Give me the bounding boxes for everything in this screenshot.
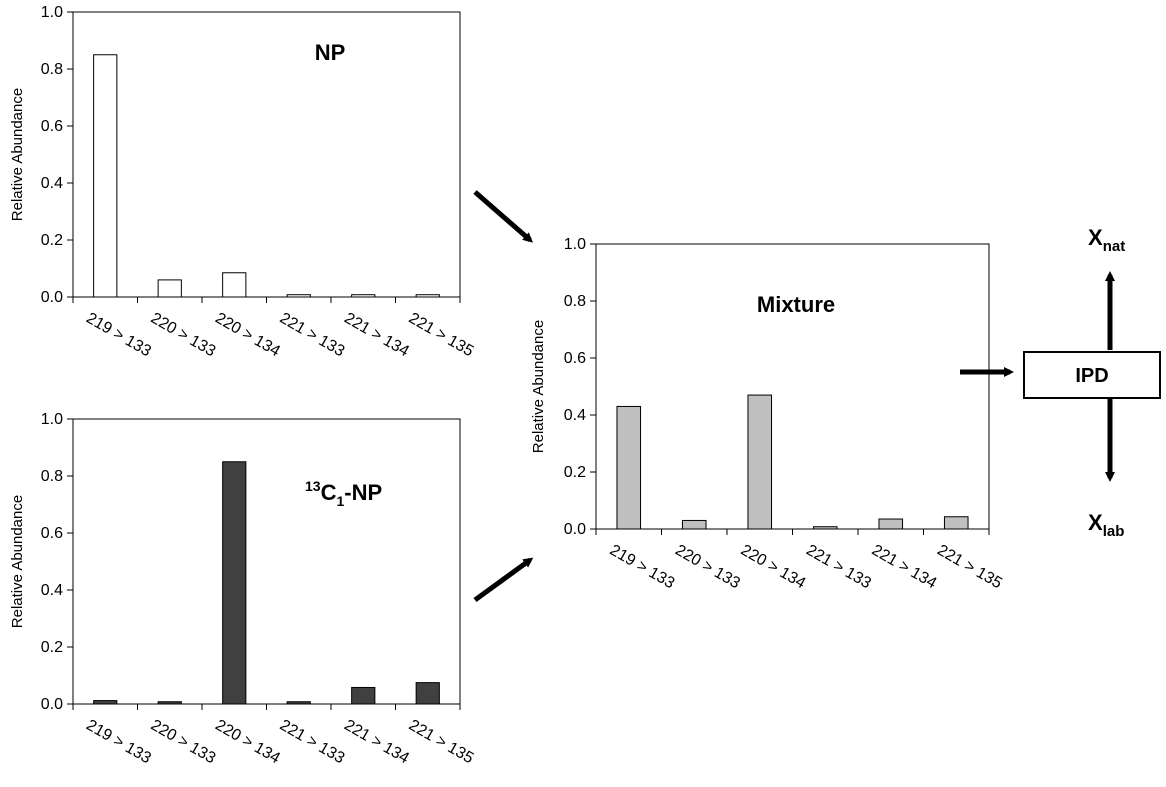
mixture-y-tick-label: 0.2 bbox=[564, 464, 586, 481]
c13np-x-tick-label: 221 > 134 bbox=[341, 717, 412, 768]
mixture-x-tick-label: 221 > 135 bbox=[934, 542, 1005, 593]
c13np-y-tick-label: 0.4 bbox=[41, 582, 63, 599]
np-bar bbox=[93, 54, 118, 298]
arrow-c13np-to-mixture bbox=[473, 557, 534, 603]
ipd-box bbox=[1023, 351, 1161, 399]
mixture-y-tick-label: 0.0 bbox=[564, 521, 586, 538]
np-bar bbox=[157, 279, 182, 298]
mixture-x-tick-label: 220 > 133 bbox=[672, 542, 743, 593]
mixture-bar bbox=[681, 519, 707, 530]
c13np-x-tick-label: 219 > 133 bbox=[83, 717, 154, 768]
np-y-tick-label: 0.6 bbox=[41, 118, 63, 135]
x-lab-main: X bbox=[1088, 510, 1103, 535]
np-x-tick-label: 219 > 133 bbox=[83, 310, 154, 361]
np-y-tick-label: 0.4 bbox=[41, 175, 63, 192]
arrow-np-to-mixture bbox=[473, 190, 534, 243]
c13np-bar bbox=[93, 700, 118, 705]
mixture-y-axis-label: Relative Abundance bbox=[530, 320, 547, 453]
c13np-y-axis-label: Relative Abundance bbox=[9, 495, 26, 628]
c13np-x-tick-label: 220 > 134 bbox=[212, 717, 283, 768]
mixture-y-tick-label: 1.0 bbox=[564, 236, 586, 253]
c13-np-title-main: C bbox=[321, 480, 337, 505]
mixture-bar bbox=[943, 516, 969, 530]
mixture-y-tick-label: 0.8 bbox=[564, 293, 586, 310]
mixture-bar bbox=[747, 394, 773, 530]
mixture-chart-title: Mixture bbox=[757, 292, 835, 317]
np-x-tick-label: 221 > 134 bbox=[341, 310, 412, 361]
mixture-y-tick-label: 0.4 bbox=[564, 407, 586, 424]
c13-np-title-subscript: 1 bbox=[336, 493, 344, 509]
x-lab-label: Xlab bbox=[1088, 510, 1124, 540]
c13np-y-tick-label: 1.0 bbox=[41, 411, 63, 428]
np-x-tick-label: 221 > 133 bbox=[277, 310, 348, 361]
mixture-x-tick-label: 219 > 133 bbox=[607, 542, 678, 593]
c13-np-chart-title: 13C1-NP bbox=[305, 478, 382, 509]
mixture-bar bbox=[616, 405, 642, 530]
np-x-tick-label: 221 > 135 bbox=[406, 310, 477, 361]
x-nat-main: X bbox=[1088, 225, 1103, 250]
c13np-y-tick-label: 0.8 bbox=[41, 468, 63, 485]
c13np-plot-frame bbox=[72, 418, 461, 705]
c13-np-title-superscript: 13 bbox=[305, 478, 321, 494]
c13np-bar bbox=[415, 682, 440, 705]
np-plot-frame bbox=[72, 11, 461, 298]
x-nat-label: Xnat bbox=[1088, 225, 1125, 255]
c13np-bar bbox=[351, 686, 376, 705]
x-nat-subscript: nat bbox=[1103, 238, 1126, 255]
c13np-x-tick-label: 221 > 135 bbox=[406, 717, 477, 768]
c13np-y-tick-label: 0.2 bbox=[41, 639, 63, 656]
c13-np-title-suffix: -NP bbox=[344, 480, 382, 505]
c13np-bar bbox=[222, 461, 247, 705]
c13np-x-tick-label: 221 > 133 bbox=[277, 717, 348, 768]
np-x-tick-label: 220 > 133 bbox=[148, 310, 219, 361]
np-y-tick-label: 0.0 bbox=[41, 289, 63, 306]
mixture-x-tick-label: 221 > 133 bbox=[803, 542, 874, 593]
mixture-plot-frame bbox=[595, 243, 990, 530]
c13np-y-tick-label: 0.6 bbox=[41, 525, 63, 542]
np-y-axis-label: Relative Abundance bbox=[9, 88, 26, 221]
x-lab-subscript: lab bbox=[1103, 523, 1125, 540]
ipd-label: IPD bbox=[1075, 365, 1108, 387]
np-bar bbox=[222, 272, 247, 298]
mixture-y-tick-label: 0.6 bbox=[564, 350, 586, 367]
np-y-tick-label: 0.2 bbox=[41, 232, 63, 249]
np-x-tick-label: 220 > 134 bbox=[212, 310, 283, 361]
mixture-bar bbox=[878, 518, 904, 530]
c13np-y-tick-label: 0.0 bbox=[41, 696, 63, 713]
np-y-tick-label: 1.0 bbox=[41, 4, 63, 21]
np-chart-title: NP bbox=[315, 40, 346, 65]
mixture-x-tick-label: 221 > 134 bbox=[869, 542, 940, 593]
np-y-tick-label: 0.8 bbox=[41, 61, 63, 78]
mixture-x-tick-label: 220 > 134 bbox=[738, 542, 809, 593]
c13np-x-tick-label: 220 > 133 bbox=[148, 717, 219, 768]
